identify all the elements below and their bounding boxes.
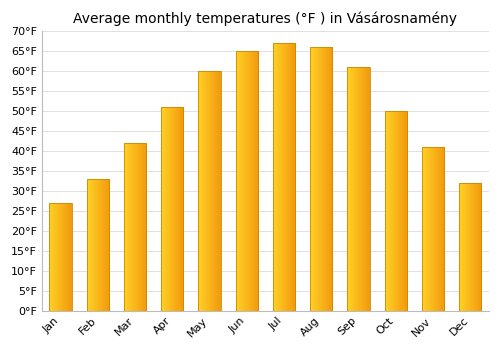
Bar bbox=[384, 111, 407, 310]
Bar bbox=[348, 67, 370, 310]
Bar bbox=[50, 203, 72, 310]
Bar bbox=[273, 43, 295, 310]
Bar bbox=[310, 47, 332, 310]
Bar bbox=[198, 71, 220, 310]
Bar bbox=[124, 143, 146, 310]
Bar bbox=[161, 107, 184, 310]
Bar bbox=[236, 51, 258, 310]
Bar bbox=[86, 179, 109, 310]
Bar bbox=[459, 183, 481, 310]
Title: Average monthly temperatures (°F ) in Vásárosnamény: Average monthly temperatures (°F ) in Vá… bbox=[74, 11, 458, 26]
Bar bbox=[422, 147, 444, 310]
